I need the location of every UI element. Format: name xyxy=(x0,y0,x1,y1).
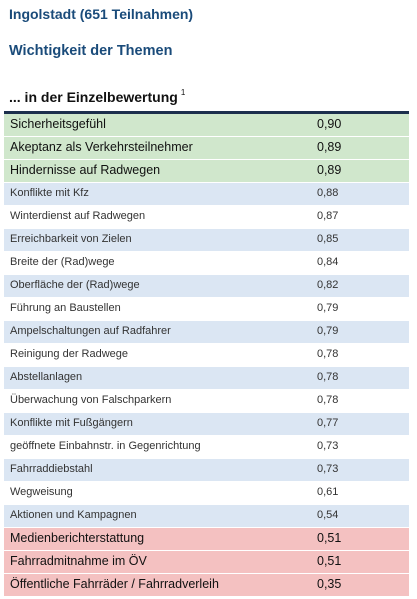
table-row: Breite der (Rad)wege 0,84 xyxy=(4,252,409,275)
row-label: Hindernisse auf Radwegen xyxy=(10,163,161,177)
table-row: Oberfläche der (Rad)wege 0,82 xyxy=(4,275,409,298)
row-value: 0,84 xyxy=(317,256,339,268)
row-label: Oberfläche der (Rad)wege xyxy=(10,279,140,291)
header-rule xyxy=(4,111,409,114)
row-label: Sicherheitsgefühl xyxy=(10,117,106,131)
row-value: 0,35 xyxy=(317,577,342,591)
table-row: Konflikte mit Fußgängern 0,77 xyxy=(4,413,409,436)
row-label: Aktionen und Kampagnen xyxy=(10,509,137,521)
row-label: Winterdienst auf Radwegen xyxy=(10,210,146,222)
table-row: geöffnete Einbahnstr. in Gegenrichtung 0,… xyxy=(4,436,409,459)
row-label: geöffnete Einbahnstr. in Gegenrichtung xyxy=(10,440,201,452)
row-label: Konflikte mit Kfz xyxy=(10,187,89,199)
row-value: 0,78 xyxy=(317,394,339,406)
row-value: 0,77 xyxy=(317,417,339,429)
row-value: 0,85 xyxy=(317,233,339,245)
row-label: Öffentliche Fahrräder / Fahrradverleih xyxy=(10,577,219,591)
row-value: 0,89 xyxy=(317,163,342,177)
row-value: 0,54 xyxy=(317,509,339,521)
table-row: Sicherheitsgefühl 0,90 xyxy=(4,114,409,137)
row-value: 0,82 xyxy=(317,279,339,291)
ratings-table: Sicherheitsgefühl 0,90 Akeptanz als Verkeh… xyxy=(4,114,409,597)
row-value: 0,79 xyxy=(317,325,339,337)
row-label: Fahrradmitnahme im ÖV xyxy=(10,554,147,568)
row-label: Erreichbarkeit von Zielen xyxy=(10,233,132,245)
row-label: Medienberichterstattung xyxy=(10,531,145,545)
row-label: Überwachung von Falschparkern xyxy=(10,394,172,406)
row-label: Wegweisung xyxy=(10,486,73,498)
table-row: Ampelschaltungen auf Radfahrer 0,79 xyxy=(4,321,409,344)
row-label: Akeptanz als Verkehrsteilnehmer xyxy=(10,140,193,154)
row-label: Führung an Baustellen xyxy=(10,302,121,314)
table-row: Überwachung von Falschparkern 0,78 xyxy=(4,390,409,413)
subsection-title-text: ... in der Einzelbewertung xyxy=(9,89,178,105)
footnote-marker: 1 xyxy=(180,88,186,97)
row-label: Ampelschaltungen auf Radfahrer xyxy=(10,325,171,337)
table-row: Abstellanlagen 0,78 xyxy=(4,367,409,390)
row-value: 0,78 xyxy=(317,371,339,383)
row-value: 0,89 xyxy=(317,140,342,154)
row-value: 0,90 xyxy=(317,117,342,131)
row-value: 0,78 xyxy=(317,348,339,360)
row-value: 0,51 xyxy=(317,554,342,568)
table-row: Fahrraddiebstahl 0,73 xyxy=(4,459,409,482)
row-label: Fahrraddiebstahl xyxy=(10,463,93,475)
table-row: Erreichbarkeit von Zielen 0,85 xyxy=(4,229,409,252)
page-title: Ingolstadt (651 Teilnahmen) xyxy=(9,6,194,22)
row-value: 0,73 xyxy=(317,440,339,452)
table-row: Medienberichterstattung 0,51 xyxy=(4,528,409,551)
row-value: 0,79 xyxy=(317,302,339,314)
row-value: 0,73 xyxy=(317,463,339,475)
table-row: Wegweisung 0,61 xyxy=(4,482,409,505)
table-row: Fahrradmitnahme im ÖV 0,51 xyxy=(4,551,409,574)
row-value: 0,51 xyxy=(317,531,342,545)
subsection-title: ... in der Einzelbewertung 1 xyxy=(9,88,185,105)
row-label: Abstellanlagen xyxy=(10,371,83,383)
row-value: 0,61 xyxy=(317,486,339,498)
row-value: 0,88 xyxy=(317,187,339,199)
row-label: Konflikte mit Fußgängern xyxy=(10,417,133,429)
row-value: 0,87 xyxy=(317,210,339,222)
table-row: Akeptanz als Verkehrsteilnehmer 0,89 xyxy=(4,137,409,160)
table-row: Öffentliche Fahrräder / Fahrradverleih 0,… xyxy=(4,574,409,597)
row-label: Breite der (Rad)wege xyxy=(10,256,115,268)
table-row: Hindernisse auf Radwegen 0,89 xyxy=(4,160,409,183)
table-row: Führung an Baustellen 0,79 xyxy=(4,298,409,321)
table-row: Aktionen und Kampagnen 0,54 xyxy=(4,505,409,528)
table-row: Reinigung der Radwege 0,78 xyxy=(4,344,409,367)
row-label: Reinigung der Radwege xyxy=(10,348,129,360)
table-row: Winterdienst auf Radwegen 0,87 xyxy=(4,206,409,229)
table-row: Konflikte mit Kfz 0,88 xyxy=(4,183,409,206)
section-title: Wichtigkeit der Themen xyxy=(9,43,173,59)
